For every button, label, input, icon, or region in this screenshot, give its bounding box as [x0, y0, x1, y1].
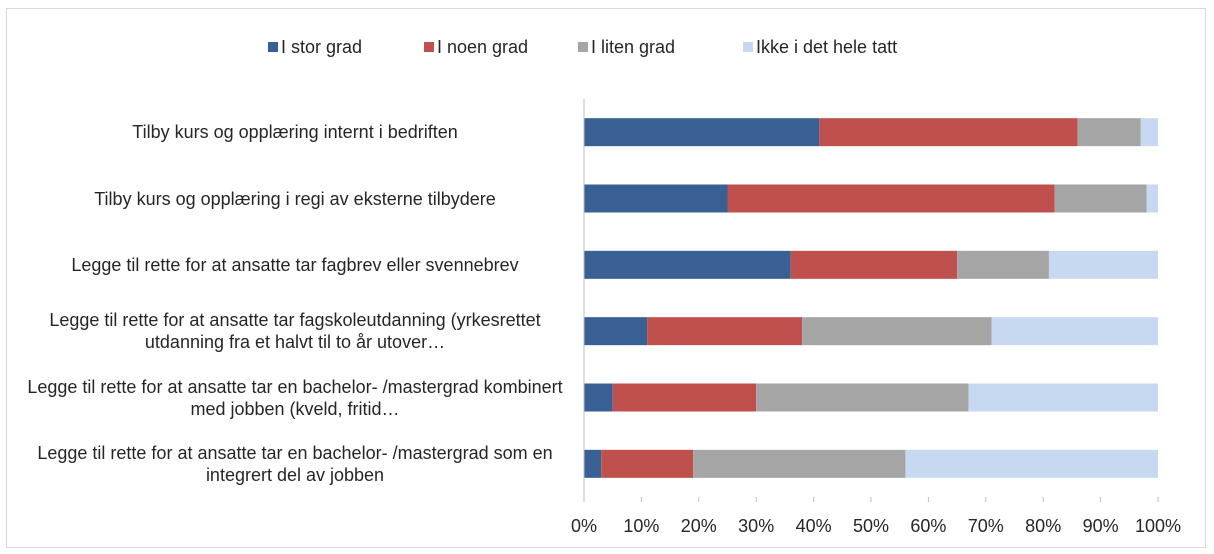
bar-segment — [584, 383, 613, 412]
x-tick-label: 70% — [968, 516, 1004, 536]
x-tick-label: 40% — [796, 516, 832, 536]
x-tick-label: 20% — [681, 516, 717, 536]
legend-label: I stor grad — [281, 37, 362, 57]
category-label: Legge til rette for at ansatte tar en ba… — [27, 376, 563, 419]
x-tick-label: 10% — [623, 516, 659, 536]
bar-segment — [756, 383, 969, 412]
category-label: Legge til rette for at ansatte tar en ba… — [37, 442, 553, 485]
x-tick-label: 80% — [1025, 516, 1061, 536]
bar-segment — [693, 449, 906, 478]
bar-segment — [968, 383, 1158, 412]
category-label: Legge til rette for at ansatte tar fagbr… — [71, 254, 519, 275]
x-tick-label: 100% — [1135, 516, 1181, 536]
category-label: Legge til rette for at ansatte tar fagsk… — [49, 310, 541, 353]
legend-swatch — [578, 42, 588, 52]
bar-segment — [991, 317, 1158, 346]
legend-label: I liten grad — [591, 37, 675, 57]
bar-segment — [647, 317, 803, 346]
bar-segment — [1077, 118, 1141, 147]
bar-segment — [612, 383, 757, 412]
bar-segment — [819, 118, 1078, 147]
category-label: Tilby kurs og opplæring internt i bedrif… — [132, 122, 458, 143]
x-tick-label: 0% — [571, 516, 597, 536]
bar-segment — [957, 250, 1049, 279]
legend-swatch — [424, 42, 434, 52]
bar-segment — [584, 317, 648, 346]
bar-segment — [790, 250, 958, 279]
legend-label: I noen grad — [437, 37, 528, 57]
bar-segment — [584, 118, 820, 147]
category-label: Tilby kurs og opplæring i regi av ekster… — [94, 188, 496, 209]
bar-segment — [584, 250, 791, 279]
bar-segment — [584, 449, 602, 478]
bar-segment — [727, 184, 1055, 213]
bar-segment — [905, 449, 1158, 478]
x-tick-label: 50% — [853, 516, 889, 536]
legend-label: Ikke i det hele tatt — [756, 37, 897, 57]
bar-segment — [584, 184, 728, 213]
bar-segment — [1048, 250, 1158, 279]
x-tick-label: 90% — [1083, 516, 1119, 536]
x-tick-label: 60% — [910, 516, 946, 536]
legend-swatch — [268, 42, 278, 52]
x-tick-label: 30% — [738, 516, 774, 536]
bar-segment — [1140, 118, 1158, 147]
bar-segment — [601, 449, 694, 478]
bar-segment — [1054, 184, 1147, 213]
bar-segment — [802, 317, 992, 346]
bar-segment — [1146, 184, 1158, 213]
chart-frame — [6, 8, 1206, 548]
legend-swatch — [743, 42, 753, 52]
